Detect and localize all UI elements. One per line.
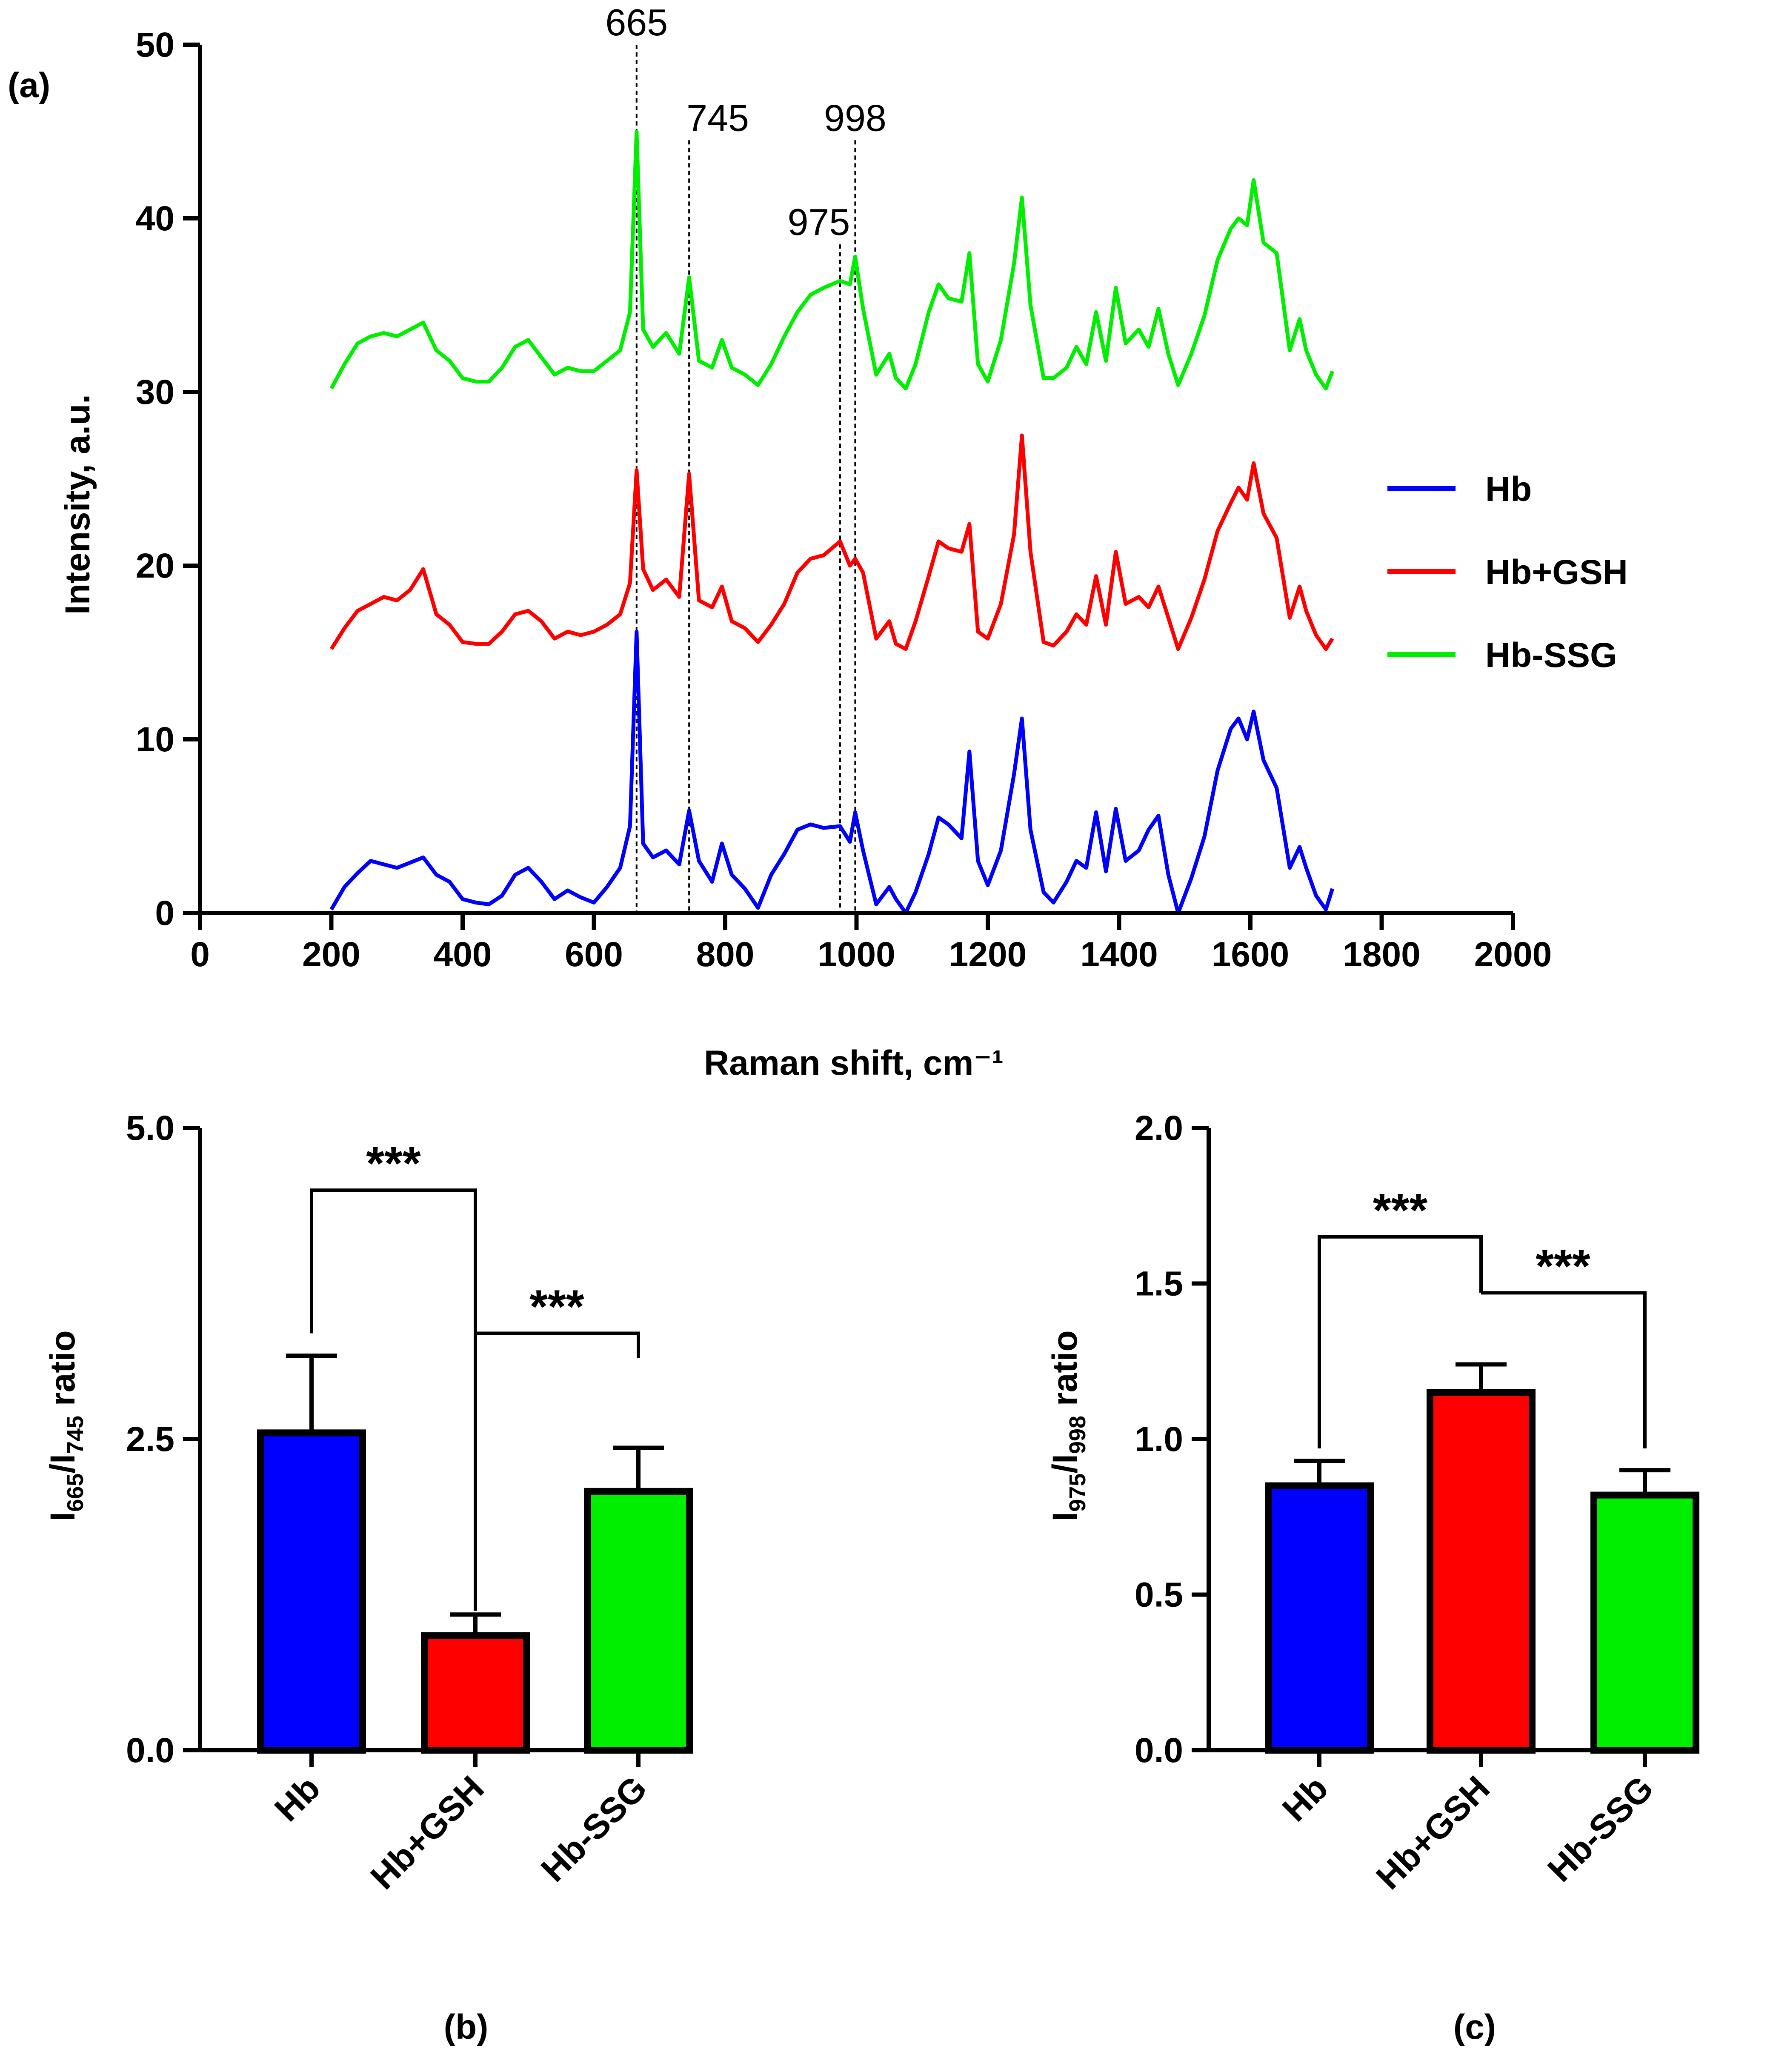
peak-label-975: 975 <box>788 201 850 243</box>
y-tick-label: 40 <box>136 199 174 238</box>
panel-b-significance-brackets: *** *** <box>310 1137 640 1611</box>
x-tick-label: 1000 <box>818 935 895 974</box>
y-tick-label: 1.5 <box>1135 1265 1183 1303</box>
panel-c-significance-brackets: *** *** <box>1318 1184 1647 1448</box>
y-tick-label: 0.5 <box>1135 1576 1183 1614</box>
bar-Hb-SSG <box>1590 1491 1699 1754</box>
significance-bracket-2 <box>474 1331 640 1611</box>
panel-a-reference-lines: 665 745 975 998 <box>605 1 886 913</box>
y-tick-label: 50 <box>136 26 174 64</box>
panel-b-bar-chart: 0.0 2.5 5.0 Hb Hb+GSH Hb-SSG *** *** I665/I745… <box>43 1109 693 2046</box>
panel-c-bar-chart: 0.00.51.01.52.0Hb Hb+GSH Hb-SSG ****** I97… <box>1046 1109 1699 2046</box>
series-line-Hb+GSH <box>329 433 1334 651</box>
y-tick-label: 1.0 <box>1135 1420 1183 1459</box>
panel-c-y-label-sub1: 975 <box>1065 1474 1090 1512</box>
panel-b-bars <box>257 1354 693 1754</box>
panel-c-y-label-main2: I <box>1046 1454 1084 1464</box>
series-line-Hb <box>329 630 1335 915</box>
y-tick-label: 2.5 <box>126 1420 174 1459</box>
y-tick-label: 2.0 <box>1135 1109 1183 1148</box>
panel-a-axes: 0 10 20 30 40 50 0 200 400 600 800 1000 1200 1400 1600… <box>136 26 1552 974</box>
x-tick-label: 1800 <box>1343 935 1420 974</box>
x-tick-label: 1200 <box>949 935 1027 974</box>
panel-a-x-axis-label: Raman shift, cm⁻¹ <box>704 1044 1004 1082</box>
y-tick-label: 0 <box>155 894 174 933</box>
y-tick-label: 0.0 <box>126 1731 174 1770</box>
x-tick-label-Hb+GSH: Hb+GSH <box>363 1769 492 1897</box>
panel-a-line-chart: (a) 665 745 975 998 0 10 20 30 40 50 0 200 400 600 80… <box>8 1 1628 1082</box>
panel-c-y-label-main: I <box>1046 1512 1084 1522</box>
legend-label-Hb-SSG: Hb-SSG <box>1485 636 1617 675</box>
panel-a-y-axis-label: Intensity, a.u. <box>58 394 97 615</box>
series-line-Hb-SSG <box>329 129 1335 391</box>
panel-a-legend: Hb Hb+GSH Hb-SSG <box>1387 470 1628 675</box>
x-tick-label-Hb-SSG: Hb-SSG <box>534 1769 654 1889</box>
x-tick-label: 200 <box>302 935 360 974</box>
y-tick-label: 20 <box>136 547 174 585</box>
significance-label-2: *** <box>529 1280 584 1333</box>
x-tick-label-Hb: Hb <box>267 1769 328 1829</box>
panel-b-y-label-sub1: 665 <box>63 1474 88 1512</box>
panel-c-y-label-rest: ratio <box>1046 1330 1084 1415</box>
significance-label-2: *** <box>1536 1240 1590 1292</box>
panel-c-label: (c) <box>1453 2008 1496 2046</box>
legend-label-Hb: Hb <box>1485 470 1532 509</box>
panel-b-axes: 0.0 2.5 5.0 Hb Hb+GSH Hb-SSG <box>126 1109 655 1897</box>
y-tick-label: 10 <box>136 720 174 759</box>
panel-b-y-label-main2: I <box>43 1454 82 1464</box>
panel-c-bars <box>1265 1362 1699 1754</box>
x-tick-label: 600 <box>565 935 623 974</box>
x-tick-label: 400 <box>434 935 492 974</box>
y-tick-label: 30 <box>136 373 174 412</box>
panel-c-y-label-sub2: 998 <box>1065 1416 1090 1454</box>
x-tick-label: 2000 <box>1474 935 1552 974</box>
bar-Hb <box>257 1429 366 1754</box>
significance-bracket-1 <box>1318 1235 1483 1448</box>
panel-a-series <box>329 129 1335 915</box>
peak-label-745: 745 <box>686 97 749 139</box>
panel-b-y-label-rest: ratio <box>43 1330 82 1415</box>
x-tick-label: 0 <box>190 935 210 974</box>
panel-c-y-axis-label: I975/I998 ratio <box>1046 1330 1090 1521</box>
bar-Hb+GSH <box>421 1632 530 1754</box>
y-tick-label: 5.0 <box>126 1109 174 1148</box>
legend-label-Hb+GSH: Hb+GSH <box>1485 553 1628 592</box>
x-tick-label: 1400 <box>1080 935 1158 974</box>
panel-a-label: (a) <box>8 66 50 105</box>
x-tick-label: 800 <box>696 935 755 974</box>
panel-b-y-label-main: I <box>43 1512 82 1522</box>
x-tick-label-Hb: Hb <box>1275 1769 1335 1829</box>
significance-bracket-2 <box>1481 1291 1647 1448</box>
bar-Hb <box>1265 1482 1374 1754</box>
x-tick-label: 1600 <box>1212 935 1289 974</box>
panel-b-y-label-sub2: 745 <box>63 1416 88 1454</box>
x-tick-label-Hb+GSH: Hb+GSH <box>1369 1769 1497 1897</box>
panel-b-y-axis-label: I665/I745 ratio <box>43 1330 88 1521</box>
peak-label-998: 998 <box>824 97 886 139</box>
x-tick-label-Hb-SSG: Hb-SSG <box>1540 1769 1661 1889</box>
bar-Hb+GSH <box>1427 1389 1536 1754</box>
panel-b-label: (b) <box>444 2008 489 2046</box>
bar-Hb-SSG <box>584 1488 693 1754</box>
significance-label-1: *** <box>1373 1184 1428 1236</box>
significance-label-1: *** <box>366 1137 421 1190</box>
peak-label-665: 665 <box>605 1 668 43</box>
y-tick-label: 0.0 <box>1135 1731 1183 1770</box>
